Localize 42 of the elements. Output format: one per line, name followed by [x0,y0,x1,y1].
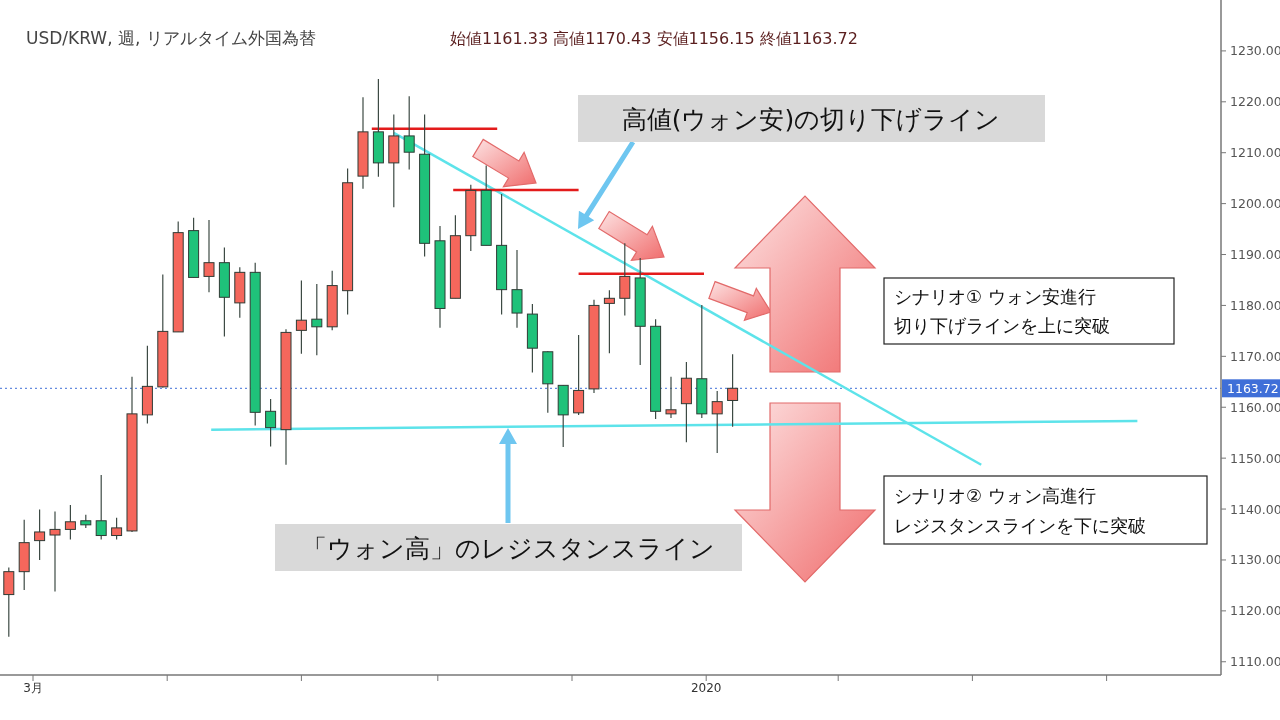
y-tick-label: 1190.00 [1230,247,1280,263]
annotation: シナリオ① ウォン安進行 [894,286,1096,307]
candlestick [64,504,76,541]
candlestick [203,219,215,293]
candlestick [111,517,123,541]
y-tick-label: 1170.00 [1230,348,1280,364]
candlestick [727,353,739,428]
candlestick [265,398,277,448]
y-tick-label: 1180.00 [1230,297,1280,313]
candlestick [573,334,585,416]
candlestick [511,249,523,329]
y-tick-label: 1130.00 [1230,552,1280,568]
candlestick [403,95,415,171]
candlestick [665,376,677,419]
ref-line-label: 1163.72 [1227,380,1279,396]
candlestick [295,279,307,355]
annotation: 「ウォン高」のレジスタンスライン [301,534,715,563]
candlestick [3,566,15,638]
annotation: 切り下げラインを上に突破 [894,315,1110,336]
y-tick-label: 1160.00 [1230,399,1280,415]
y-tick-label: 1210.00 [1230,145,1280,161]
x-tick-label: 2020 [690,681,722,695]
annotation: レジスタンスラインを下に突破 [894,515,1146,536]
text: 始値1161.33 高値1170.43 安値1156.15 終値1163.72 [450,29,858,48]
y-tick-label: 1230.00 [1230,43,1280,59]
y-tick-label: 1140.00 [1230,501,1280,517]
candlestick [711,390,723,454]
y-tick-label: 1150.00 [1230,450,1280,466]
candlestick [95,474,107,541]
y-tick-label: 1110.00 [1230,654,1280,670]
y-tick-label: 1220.00 [1230,94,1280,110]
candlestick [34,508,46,561]
candlestick [49,511,61,593]
text: USD/KRW, 週, リアルタイム外国為替 [26,28,316,48]
candlestick [619,242,631,317]
candlestick [311,283,323,356]
candlestick [603,289,615,354]
annotation: 高値(ウォン安)の切り下げライン [621,105,1001,134]
y-tick-label: 1200.00 [1230,196,1280,212]
annotation: シナリオ② ウォン高進行 [894,485,1096,506]
y-tick-label: 1120.00 [1230,603,1280,619]
x-tick-label: 3月 [23,681,43,695]
